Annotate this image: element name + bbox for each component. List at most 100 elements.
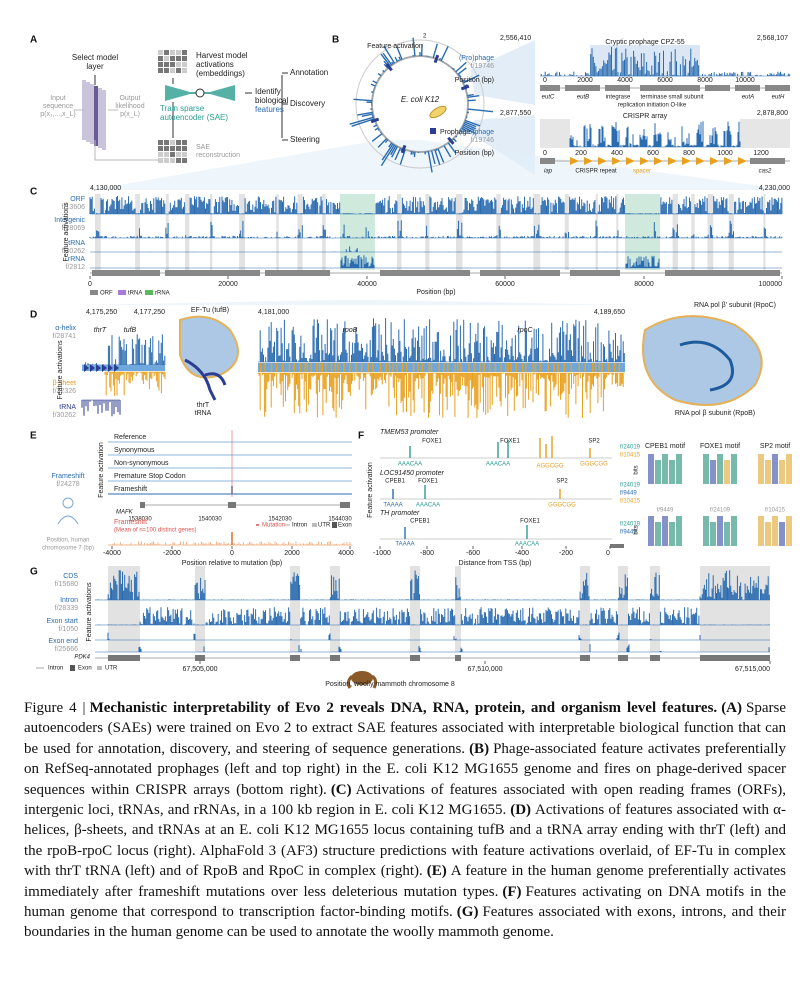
embedding-cell	[158, 62, 163, 67]
prophage-mark	[433, 54, 440, 64]
panel-letter: B	[332, 35, 339, 46]
exon-region	[580, 566, 590, 652]
figure-label: 600	[647, 150, 659, 157]
embedding-cell	[164, 50, 169, 55]
figure-label: 2,556,410	[500, 35, 531, 42]
figure-label: -200	[559, 550, 573, 557]
protein-structure	[642, 315, 763, 406]
legend-swatch	[118, 290, 126, 295]
figure-label: 1200	[753, 150, 769, 157]
gene-stripe	[553, 363, 555, 372]
caption: Figure 4 | Mechanistic interpretability o…	[24, 698, 786, 993]
figure-label: 6000	[657, 77, 673, 84]
gene-stripe	[293, 363, 296, 372]
figure-label: LOC91450 promoter	[380, 470, 444, 477]
figure-label: 2,568,107	[757, 35, 788, 42]
signal-track	[89, 196, 783, 214]
embedding-cell	[182, 62, 187, 67]
figure-label: CDS	[63, 573, 78, 580]
gene-stripe	[613, 363, 616, 372]
crispr-spacer	[584, 157, 593, 165]
feedback-line	[94, 140, 158, 161]
motif-letter	[662, 516, 668, 546]
figure-label: Output	[119, 95, 140, 102]
figure-label: -1000	[373, 550, 391, 557]
gene-stripe	[288, 363, 291, 372]
figure-label: f/9449	[657, 508, 674, 514]
caption-text: (F)	[502, 883, 522, 900]
figure-label: rRNA	[68, 256, 85, 263]
embedding-cell	[170, 146, 175, 151]
gene-stripe	[392, 363, 394, 372]
figure-label: f/13606	[62, 204, 85, 211]
embedding-cell	[176, 140, 181, 145]
gene-stripe	[500, 363, 502, 372]
figure-label: 40000	[357, 281, 377, 288]
figure-label: cas2	[759, 169, 772, 175]
gene-stripe	[396, 363, 398, 372]
figure-label: Exon end	[48, 638, 78, 645]
figure-label: Feature activations	[86, 582, 93, 642]
figure-label: f/24019	[620, 445, 641, 451]
figure-label: UTR	[105, 666, 118, 672]
figure-label: Feature activations	[63, 202, 70, 262]
figure-label: 0	[606, 550, 610, 557]
figure-label: f/28741	[53, 333, 76, 340]
figure-label: Mutation	[262, 523, 285, 529]
signal-track	[112, 541, 351, 545]
embedding-cell	[182, 158, 187, 163]
figure-label: Discovery	[290, 99, 325, 108]
motif-letter	[648, 516, 654, 546]
gene-stripe	[321, 363, 324, 372]
gene-block	[640, 85, 700, 91]
gene-block	[290, 655, 300, 661]
gene-stripe	[349, 363, 351, 372]
gene-stripe	[592, 363, 594, 372]
caption-text: Features activating on DNA motifs in the…	[24, 883, 786, 921]
figure-label: f/30262	[62, 248, 85, 255]
embedding-cell	[170, 152, 175, 157]
legend-swatch	[332, 522, 337, 528]
figure-label: tRNA	[195, 410, 212, 417]
motif-letter	[717, 454, 723, 484]
intergenic-region	[425, 194, 430, 270]
gene-stripe	[417, 363, 419, 372]
figure-label: Exon start	[46, 618, 78, 625]
trna-arrow	[96, 364, 101, 372]
figure-label: Synonymous	[114, 447, 155, 454]
gene-stripe	[522, 363, 524, 372]
gene-stripe	[388, 363, 391, 372]
motif-letter	[724, 522, 730, 546]
figure-label: Prophage	[440, 129, 470, 136]
figure-label: 1540030	[198, 517, 222, 523]
figure-label: Identify	[255, 87, 281, 96]
embedding-cell	[176, 62, 181, 67]
gene-block	[455, 655, 461, 661]
zoom-wedge	[85, 300, 625, 305]
gene-stripe	[337, 363, 339, 372]
caption-text: Features associated with exons, introns,…	[24, 904, 786, 941]
gene-stripe	[507, 363, 509, 372]
caption-text: Activations of features associated with …	[24, 781, 786, 819]
crispr-spacer	[710, 157, 719, 165]
intergenic-region	[239, 194, 245, 270]
figure-label: f/28069	[62, 225, 85, 232]
motif-letter	[669, 522, 675, 546]
figure-label: f/25666	[55, 646, 78, 653]
gene-stripe	[607, 363, 609, 372]
figure-label: CPEB1	[410, 519, 430, 525]
figure-label: Position (bp)	[416, 289, 455, 296]
sae-node	[195, 88, 205, 98]
figure-label: autoencoder (SAE)	[160, 113, 228, 122]
crispr-spacer	[612, 157, 621, 165]
gene-stripe	[372, 363, 374, 372]
prophage-mark	[460, 84, 470, 91]
figure-label: TMEM53 promoter	[380, 429, 439, 436]
gene-stripe	[483, 363, 485, 372]
intergenic-region	[276, 194, 279, 270]
gene-stripe	[494, 363, 497, 372]
motif-letter	[703, 454, 709, 484]
trna-arrow	[102, 364, 107, 372]
gene-stripe	[412, 363, 415, 372]
prophage-mark	[400, 144, 407, 154]
